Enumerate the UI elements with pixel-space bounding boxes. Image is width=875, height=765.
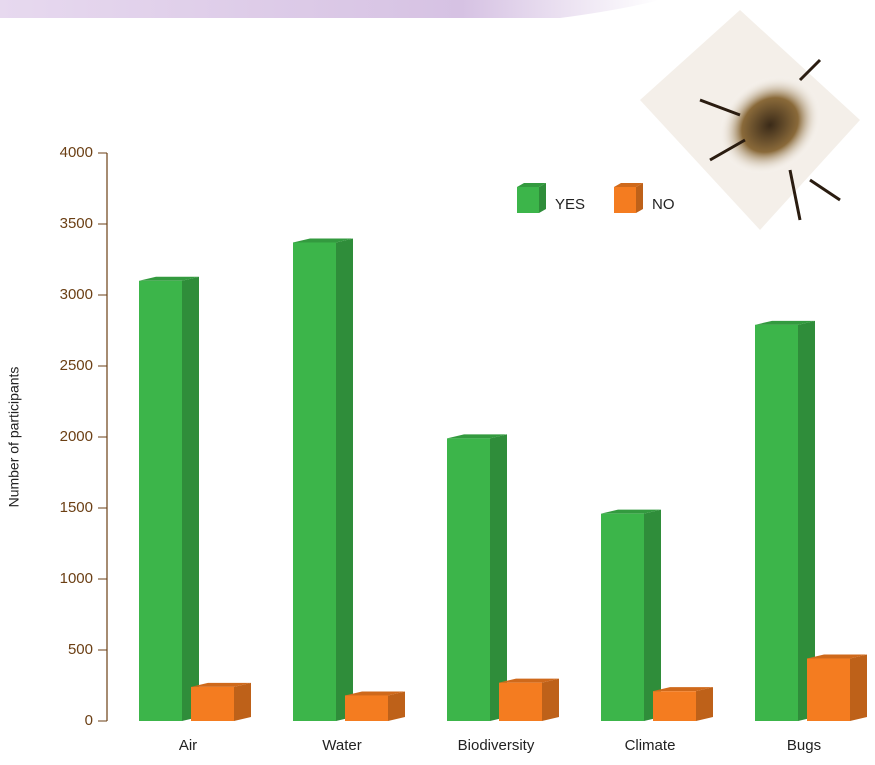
bar-side	[388, 691, 405, 721]
bar-top	[807, 654, 867, 659]
legend-swatch-top	[517, 183, 546, 187]
y-tick-label: 500	[68, 641, 93, 658]
bar-top	[653, 687, 713, 692]
bar-side	[542, 678, 559, 721]
header-band	[0, 0, 660, 18]
bar	[447, 438, 490, 721]
x-tick-label: Bugs	[787, 737, 821, 754]
legend-label: YES	[555, 196, 585, 213]
bar-top	[755, 320, 815, 325]
x-tick-label: Climate	[625, 737, 676, 754]
y-tick-label: 2000	[60, 428, 93, 445]
bar-top	[447, 434, 507, 439]
y-tick-label: 4000	[60, 144, 93, 161]
bar	[499, 682, 542, 721]
legend-swatch	[517, 187, 539, 213]
bar	[755, 324, 798, 721]
y-tick-label: 3000	[60, 286, 93, 303]
y-tick-label: 3500	[60, 215, 93, 232]
bar	[139, 280, 182, 721]
bar	[601, 513, 644, 721]
bar-top	[191, 682, 251, 687]
y-axis-label: Number of participants	[6, 367, 22, 508]
bar-top	[601, 509, 661, 514]
bar-side	[336, 238, 353, 721]
legend-swatch-side	[539, 183, 546, 213]
bar-top	[293, 238, 353, 243]
bar-side	[234, 682, 251, 721]
bar-top	[139, 276, 199, 281]
bar-side	[798, 320, 815, 721]
y-tick-label: 1500	[60, 499, 93, 516]
y-tick-label: 1000	[60, 570, 93, 587]
bar-side	[850, 654, 867, 721]
legend-swatch-top	[614, 183, 643, 187]
bar	[345, 695, 388, 721]
legend-label: NO	[652, 196, 675, 213]
bar	[653, 691, 696, 721]
bar-side	[696, 687, 713, 721]
x-tick-label: Air	[179, 737, 197, 754]
bar-top	[345, 691, 405, 696]
bar	[807, 658, 850, 721]
legend-swatch	[614, 187, 636, 213]
bar-top	[499, 678, 559, 683]
bar-side	[644, 509, 661, 721]
legend-swatch-side	[636, 183, 643, 213]
bar-side	[182, 276, 199, 721]
y-tick-label: 2500	[60, 357, 93, 374]
x-tick-label: Biodiversity	[458, 737, 535, 754]
bar	[191, 686, 234, 721]
y-tick-label: 0	[85, 712, 93, 729]
x-tick-label: Water	[322, 737, 361, 754]
bar-side	[490, 434, 507, 721]
bar	[293, 242, 336, 721]
bee-photo	[640, 10, 860, 230]
